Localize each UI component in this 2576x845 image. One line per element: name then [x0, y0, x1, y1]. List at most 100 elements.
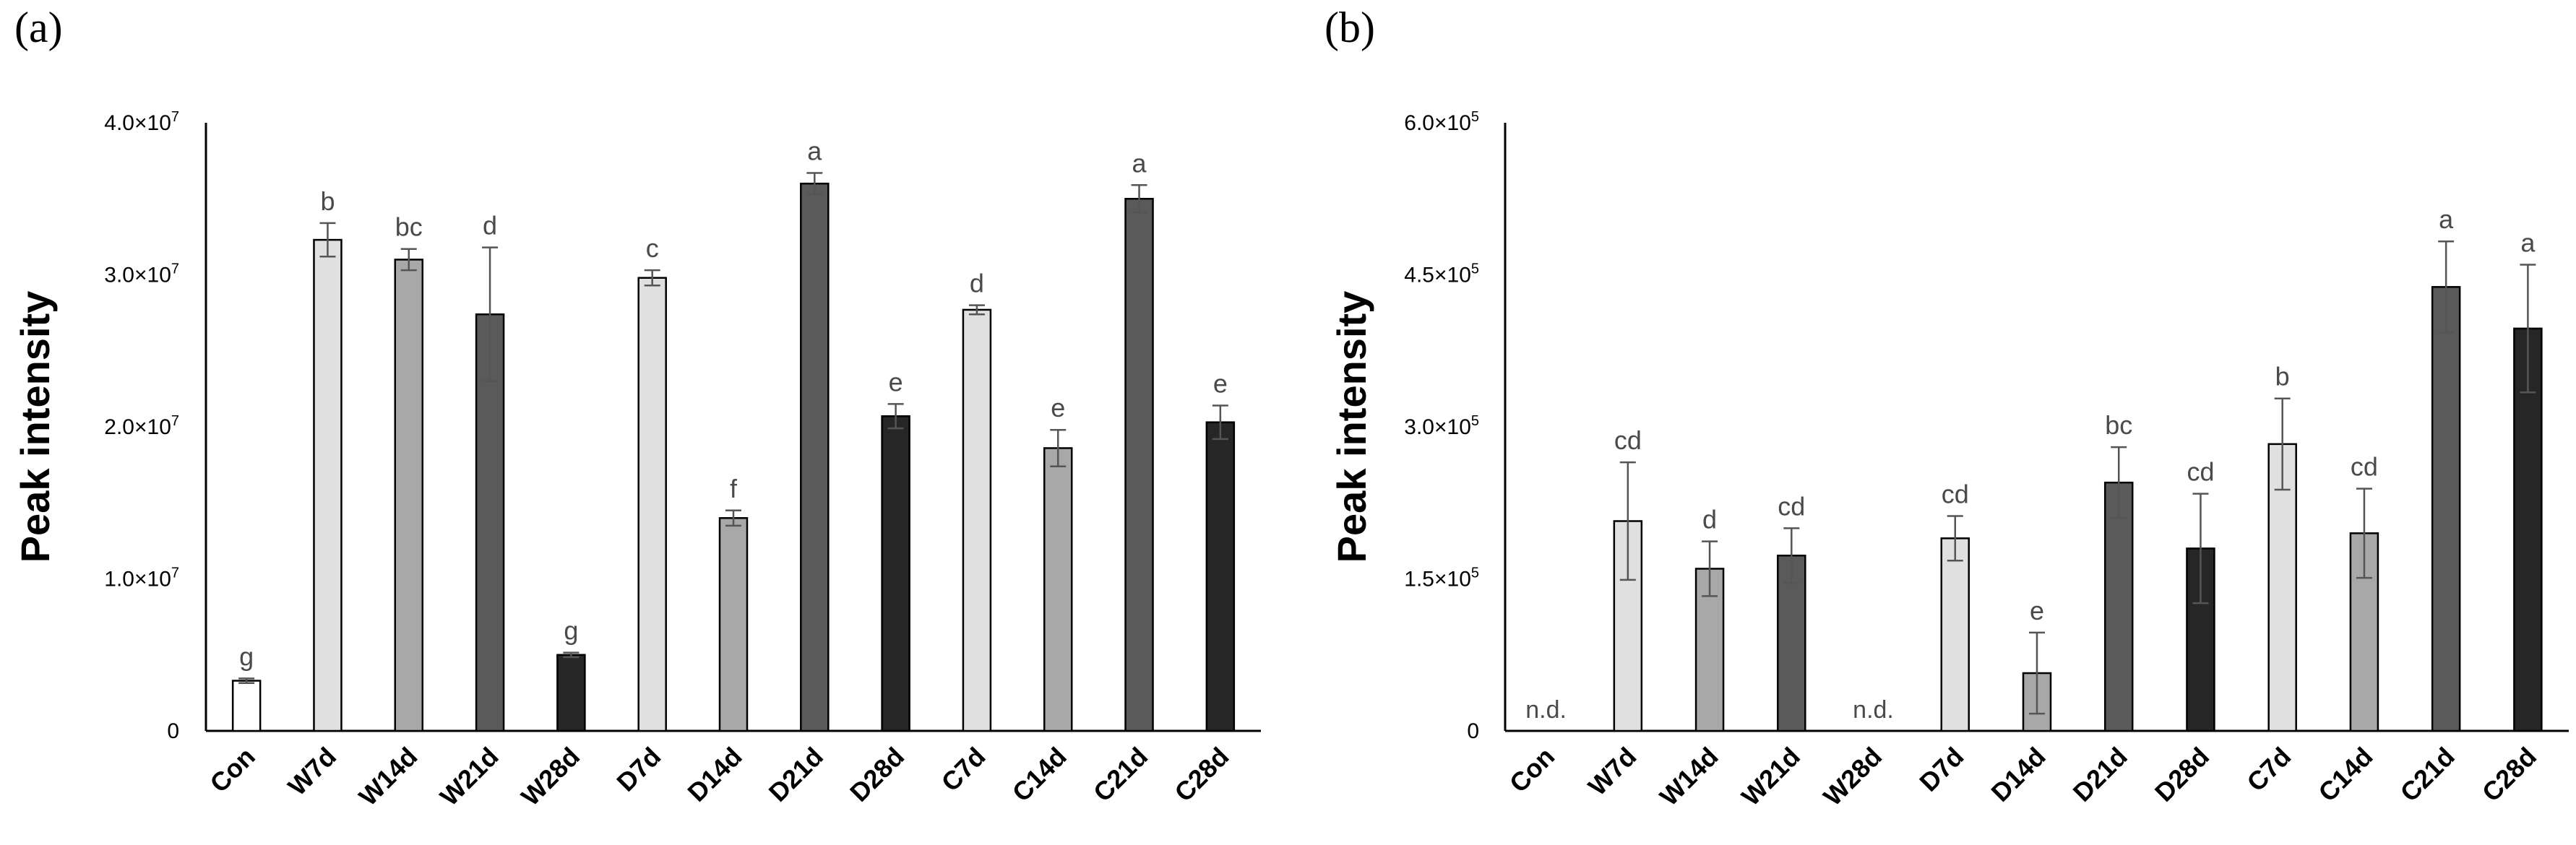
x-tick-label: C28d [2476, 742, 2542, 807]
panel-label: (a) [14, 4, 63, 51]
bar-W7d [313, 238, 343, 732]
x-tick-label: Con [204, 742, 260, 798]
significance-letter: c [646, 233, 659, 263]
significance-letter: e [1051, 393, 1065, 422]
x-tick-label: W7d [282, 742, 342, 802]
error-bar-C7d [2274, 397, 2291, 491]
bar-C14d [1043, 447, 1073, 732]
y-tick-label: 1.5×105 [1404, 566, 1479, 592]
x-tick-label: D28d [2149, 742, 2215, 807]
bar-W21d [475, 313, 505, 732]
error-bar-C21d [1131, 184, 1147, 214]
error-bar-D21d [806, 172, 823, 196]
nd-label: n.d. [1525, 696, 1567, 724]
x-tick-label: C28d [1168, 742, 1234, 807]
y-tick-label: 0 [167, 719, 179, 743]
significance-letter: a [2520, 228, 2536, 257]
x-tick-label: D28d [844, 742, 910, 807]
x-tick-label: C21d [2395, 742, 2460, 807]
significance-letter: b [2275, 362, 2290, 391]
significance-letter: b [320, 186, 335, 216]
significance-letter: a [2439, 204, 2454, 234]
significance-letter: g [239, 641, 254, 671]
panel-label: (b) [1324, 4, 1375, 51]
bar-C28d [1205, 421, 1236, 732]
error-bar-W21d [1783, 527, 1800, 584]
x-tick-label: D7d [1913, 742, 1969, 797]
significance-letter: a [807, 136, 822, 165]
significance-letter: a [1132, 148, 1147, 178]
y-tick-label: 6.0×105 [1404, 109, 1479, 135]
y-tick-label: 4.5×105 [1404, 261, 1479, 287]
x-tick-label: W14d [353, 742, 423, 812]
significance-letter: bc [2105, 410, 2132, 440]
bar-D7d [1940, 537, 1970, 732]
error-bar-W28d [563, 651, 580, 659]
bar-D21d [2103, 481, 2134, 732]
x-tick-label: C14d [1007, 742, 1072, 807]
significance-letter: cd [2187, 457, 2214, 487]
x-tick-label: W28d [1817, 742, 1887, 812]
significance-letter: e [889, 367, 903, 396]
bar-Con [231, 680, 262, 732]
significance-letter: e [2030, 596, 2044, 625]
error-bar-D21d [2111, 446, 2127, 519]
significance-letter: bc [395, 212, 423, 242]
x-tick-label: W14d [1654, 742, 1724, 812]
x-tick-label: D21d [2067, 742, 2133, 807]
y-tick-label: 1.0×107 [104, 566, 179, 592]
x-tick-label: D7d [611, 742, 666, 797]
error-bar-C7d [968, 304, 985, 316]
bar-C28d [2513, 327, 2543, 732]
significance-letter: g [564, 616, 578, 646]
x-tick-label: D21d [763, 742, 829, 807]
x-tick-label: C21d [1087, 742, 1153, 807]
panel-b: (b) Peak intensity 0 1.5×105 3.0×105 4.5×105 6… [1324, 4, 2569, 812]
significance-letter: d [970, 269, 984, 298]
error-bar-W21d [482, 246, 499, 383]
y-tick-label: 3.0×107 [104, 261, 179, 287]
significance-letter: e [1213, 369, 1228, 399]
significance-letter: d [483, 211, 497, 240]
y-tick-label: 0 [1467, 719, 1479, 743]
error-bar-Con [238, 677, 255, 684]
error-bar-D14d [2029, 631, 2045, 715]
significance-letter: cd [1614, 425, 1642, 455]
x-tick-label: D14d [681, 742, 747, 807]
y-tick-label: 2.0×107 [104, 413, 179, 439]
nd-label: n.d. [1853, 696, 1894, 724]
error-bar-C28d [1212, 404, 1228, 441]
x-tick-label: C14d [2312, 742, 2378, 807]
error-bar-C14d [1050, 428, 1067, 467]
y-axis-label: Peak intensity [12, 291, 58, 563]
panel-a: (a) Peak intensity 0 1.0×107 2.0×107 3.0×107 4… [12, 4, 1261, 812]
bar-C21d [2431, 286, 2461, 732]
bar-C7d [2267, 443, 2297, 732]
x-tick-label: W21d [434, 742, 504, 812]
error-bar-W7d [1619, 461, 1636, 581]
error-bar-C14d [2356, 488, 2372, 579]
error-bar-C21d [2438, 240, 2455, 334]
y-axis-label: Peak intensity [1329, 291, 1374, 563]
bar-D14d [718, 517, 749, 732]
y-tick-label: 4.0×107 [104, 109, 179, 135]
x-tick-label: Con [1504, 742, 1560, 798]
bar-W21d [1777, 554, 1806, 732]
error-bar-D7d [644, 269, 660, 287]
error-bar-W7d [319, 222, 336, 258]
x-tick-label: C7d [2241, 742, 2296, 797]
error-bar-D28d [2192, 493, 2209, 604]
bar-W14d [394, 259, 424, 732]
significance-letter: cd [1942, 479, 1969, 508]
bar-C7d [962, 308, 992, 732]
bar-C21d [1124, 198, 1154, 732]
x-tick-label: W28d [515, 742, 585, 812]
significance-letter: f [730, 474, 738, 503]
y-tick-label: 3.0×105 [1404, 413, 1479, 439]
error-bar-C28d [2520, 264, 2536, 394]
significance-letter: d [1702, 505, 1717, 534]
bar-D21d [800, 182, 830, 732]
x-tick-label: W21d [1736, 742, 1806, 812]
x-tick-label: W7d [1582, 742, 1642, 802]
